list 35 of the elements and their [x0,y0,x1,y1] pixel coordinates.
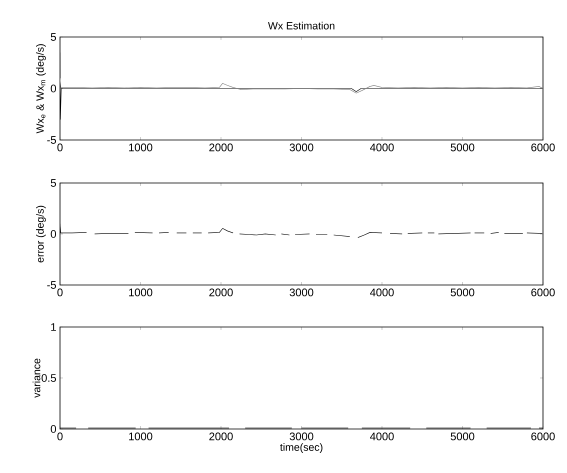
x-tick-label: 4000 [370,144,394,152]
y-tick-label: -5 [47,281,56,289]
x-tick-label: 1000 [129,288,152,296]
y-tick-label: 0.5 [42,374,56,382]
y-tick-label: 5 [50,179,56,187]
x-tick-label: 6000 [531,432,555,440]
x-tick-label: 3000 [290,432,314,440]
x-tick-label: 2000 [209,144,233,152]
x-tick-label: 3000 [290,288,314,296]
x-tick-label: 1000 [129,144,152,152]
x-tick-label: 5000 [450,432,474,440]
y-tick-label: 0 [50,84,56,92]
x-tick-label: 3000 [290,144,314,152]
x-tick-label: 2000 [209,432,233,440]
chart-title: Wx Estimation [268,22,334,30]
x-tick-label: 1000 [129,432,152,440]
y-tick-label: -5 [47,136,56,144]
x-axis-title: time(sec) [280,443,322,453]
x-tick-label: 6000 [531,288,555,296]
y-tick-label: 1 [51,323,56,331]
x-tick-label: 5000 [450,288,474,296]
x-tick-label: 0 [57,144,63,152]
y-tick-label: 0 [50,425,56,433]
x-tick-label: 0 [57,432,63,440]
y-tick-label: 5 [50,33,56,41]
x-tick-label: 4000 [370,288,394,296]
y-axis-title: Wx$_{e}$ & Wx$_{m}$ (deg/s) [36,44,46,134]
x-tick-label: 6000 [531,144,555,152]
x-tick-label: 5000 [450,144,474,152]
y-axis-title: error (deg/s) [36,206,46,262]
x-tick-label: 0 [57,288,63,296]
y-tick-label: 0 [50,230,56,238]
x-tick-label: 4000 [370,432,394,440]
x-tick-label: 2000 [209,288,233,296]
y-axis-title: variance [32,358,40,398]
